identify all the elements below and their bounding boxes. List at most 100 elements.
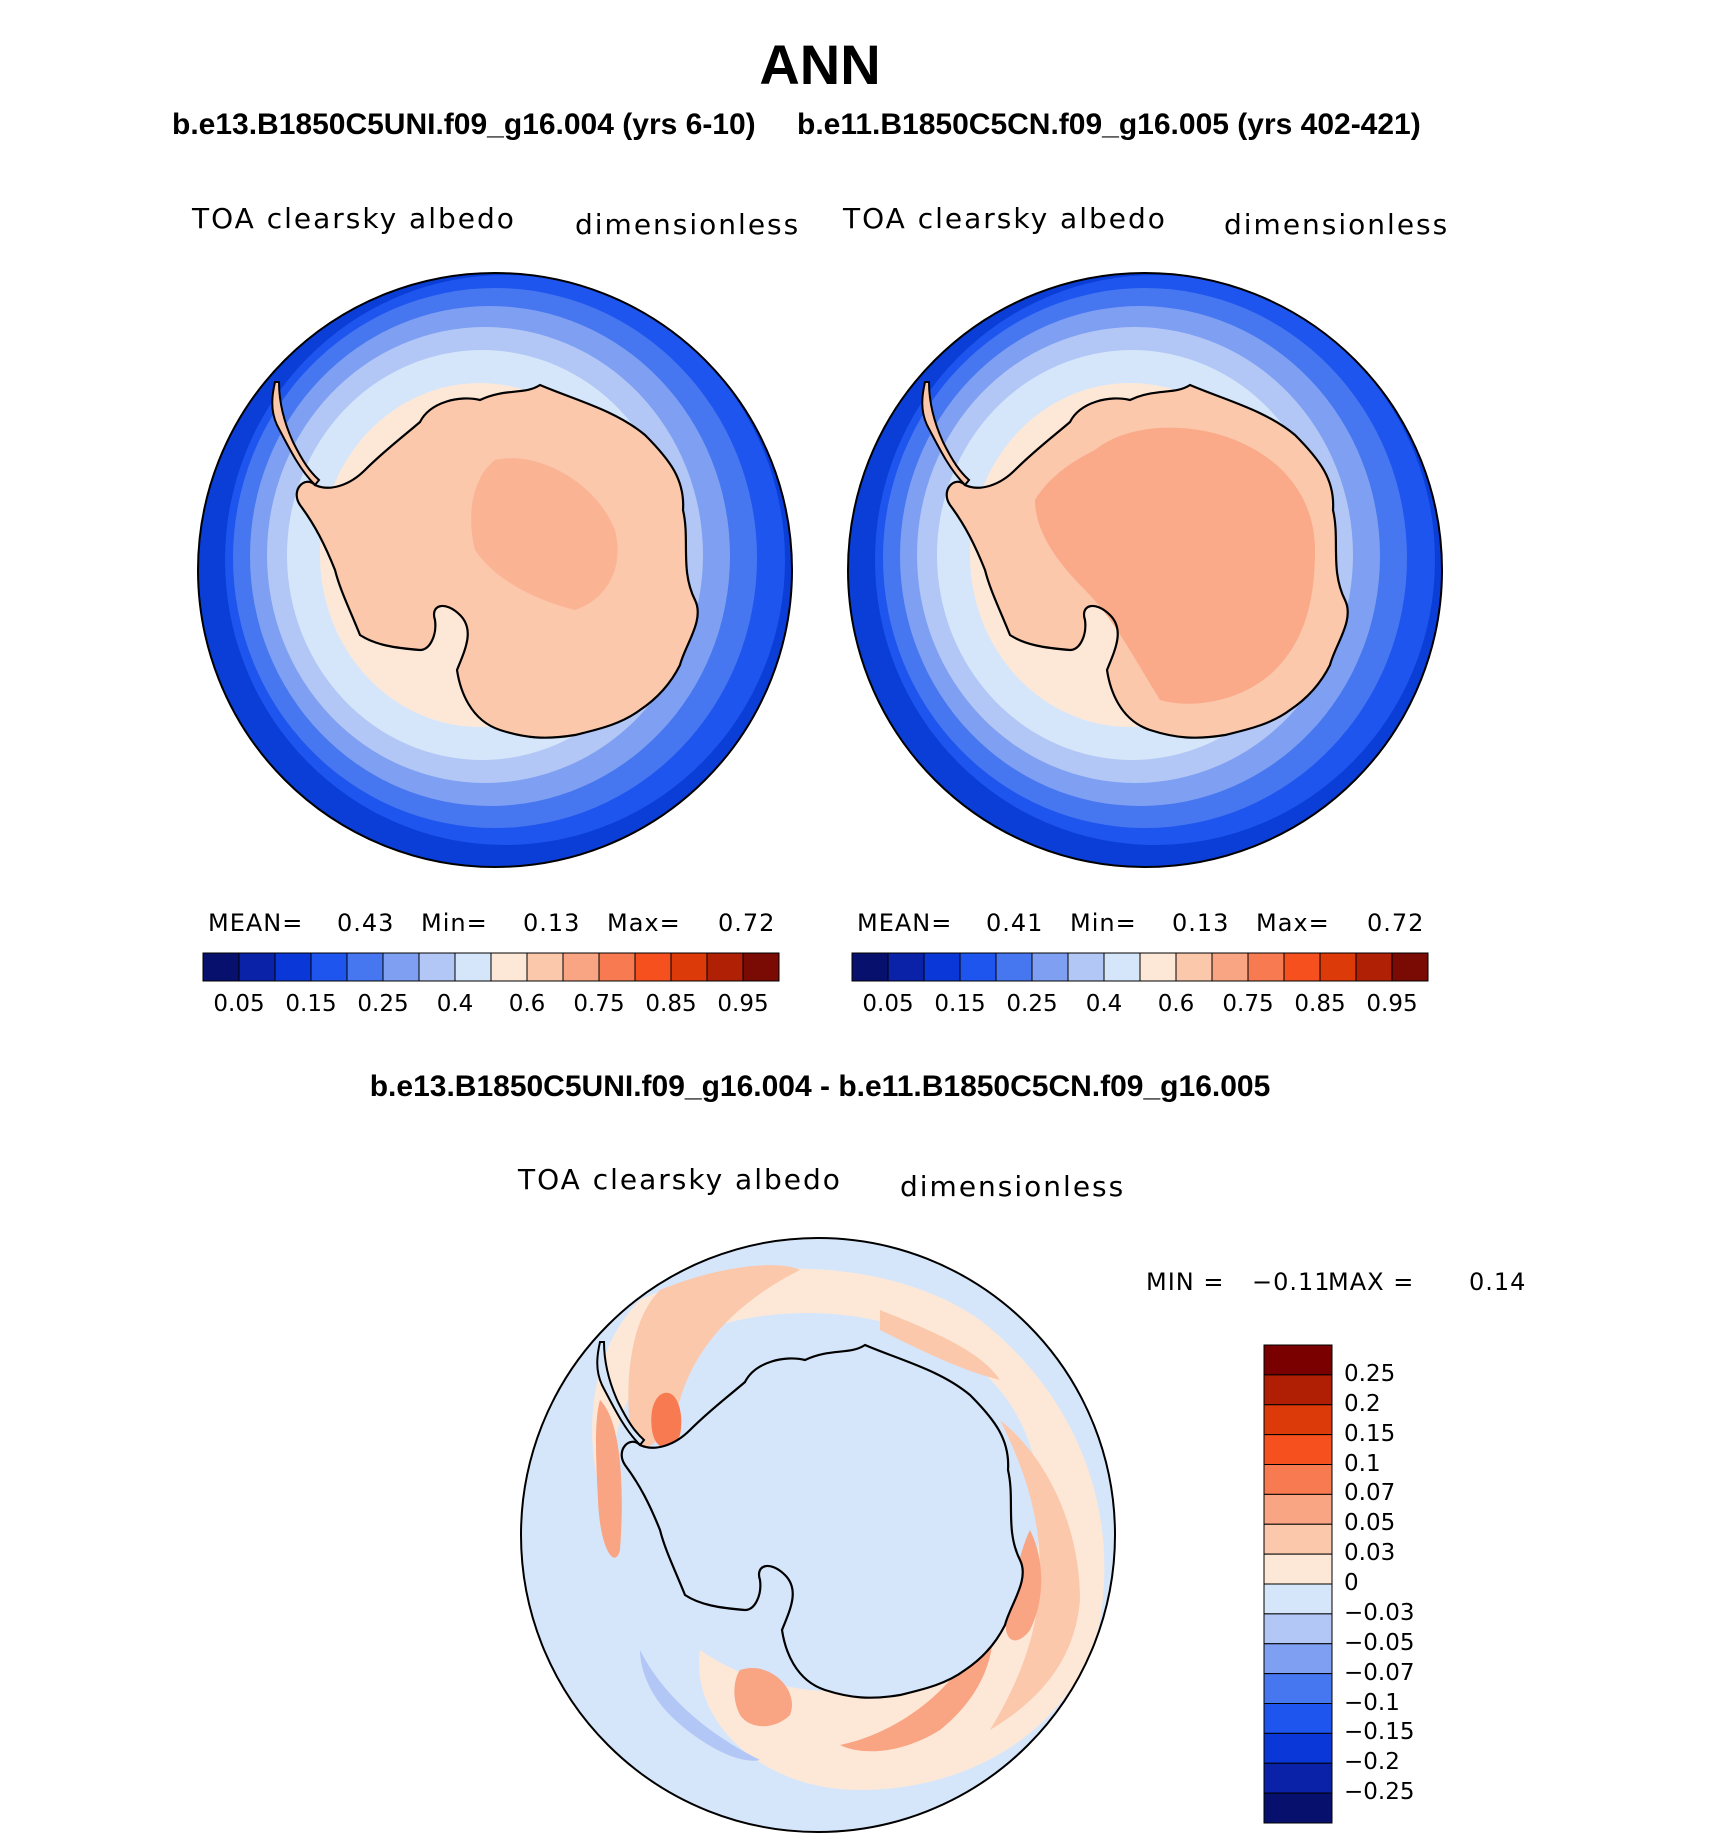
panel-2-variable: TOA clearsky albedo [843,202,1167,235]
panel-1-colorbar-tick-label: 0.4 [436,991,474,1017]
difference-max-value: 0.14 [1469,1268,1527,1296]
difference-variable: TOA clearsky albedo [518,1163,842,1196]
difference-colorbar-swatch [1263,1673,1333,1704]
difference-colorbar-swatch [1263,1434,1333,1465]
difference-colorbar-swatch [1263,1523,1333,1555]
panel-2-colorbar-swatch [1211,952,1249,982]
panel-1-mean-label: MEAN= [208,909,304,937]
panel-2-colorbar-tick-label: 0.4 [1085,991,1123,1017]
panel-2-colorbar-swatch [1247,952,1285,982]
panel-1-colorbar-swatch [454,952,492,982]
difference-colorbar-swatch [1263,1583,1333,1615]
panel-1-colorbar-swatch [274,952,312,982]
panel-2-min-value: 0.13 [1172,909,1230,937]
panel-1-map-border [197,272,793,868]
panel-2-colorbar-swatch [923,952,961,982]
panel-2-max-value: 0.72 [1367,909,1425,937]
panel-1-colorbar-swatch [634,952,672,982]
difference-colorbar-tick-label: −0.05 [1344,1629,1415,1656]
panel-2-map-border [847,272,1443,868]
panel-2-map-fill [848,273,1442,867]
panel-2-mean-value: 0.41 [986,909,1044,937]
panel-2-colorbar-tick-label: 0.05 [862,991,914,1017]
panel-2-colorbar-swatch [851,952,889,982]
panel-1-colorbar-tick-label: 0.75 [573,991,625,1017]
difference-colorbar-tick-label: −0.2 [1344,1749,1400,1776]
panel-2-colorbar-swatch [1355,952,1393,982]
panel-2-units: dimensionless [1224,208,1450,241]
difference-colorbar-tick-label: 0.15 [1344,1420,1396,1447]
panel-2-colorbar-swatch [1139,952,1177,982]
panel-1-min-value: 0.13 [523,909,581,937]
panel-1-max-label: Max= [607,909,681,937]
panel-2-colorbar-swatch [1319,952,1357,982]
panel-2-colorbar-tick-label: 0.25 [1006,991,1058,1017]
panel-2-colorbar-tick-label: 0.15 [934,991,986,1017]
difference-min-value: −0.11 [1252,1268,1331,1296]
panel-2-colorbar-tick-label: 0.75 [1222,991,1274,1017]
panel-1-colorbar-swatch [526,952,564,982]
difference-colorbar-swatch [1263,1553,1333,1585]
panel-1-colorbar-swatch [202,952,240,982]
difference-colorbar-swatch [1263,1613,1333,1645]
panel-1-mean-value: 0.43 [337,909,395,937]
panel-2-colorbar-swatch [1103,952,1141,982]
difference-map-border [520,1237,1116,1833]
panel-1-colorbar-swatch [490,952,528,982]
panel-1-colorbar-swatch [382,952,420,982]
panel-2-colorbar-swatch [887,952,925,982]
panel-1-colorbar-tick-label: 0.95 [717,991,769,1017]
difference-min-label: MIN = [1146,1268,1225,1296]
panel-1-colorbar-swatch [706,952,744,982]
difference-colorbar-tick-label: 0.07 [1344,1480,1396,1507]
panel-1-min-label: Min= [421,909,488,937]
panel-1-colorbar-swatch [238,952,276,982]
difference-colorbar [1263,1344,1333,1824]
difference-colorbar-swatch [1263,1762,1333,1794]
panel-2-colorbar-swatch [995,952,1033,982]
panel-2-min-label: Min= [1070,909,1137,937]
panel-2-colorbar-swatch [1175,952,1213,982]
panel-1-map [197,272,793,868]
panel-1-colorbar-tick-label: 0.6 [508,991,546,1017]
panel-1-colorbar-swatch [346,952,384,982]
difference-colorbar-tick-label: 0.25 [1344,1360,1396,1387]
panel-1-colorbar-swatch [310,952,348,982]
difference-colorbar-swatch [1263,1404,1333,1436]
panel-1-colorbar-swatch [742,952,780,982]
panel-2-colorbar-tick-label: 0.95 [1366,991,1418,1017]
panel-2-colorbar [851,952,1429,982]
panel-1-colorbar-tick-label: 0.05 [213,991,265,1017]
panel-2-map [847,272,1443,868]
difference-title: b.e13.B1850C5UNI.f09_g16.004 - b.e11.B18… [369,1070,1271,1103]
panel-1-units: dimensionless [575,208,801,241]
panel-1-colorbar-tick-label: 0.25 [357,991,409,1017]
panel-1-colorbar-swatch [670,952,708,982]
difference-colorbar-tick-label: 0 [1344,1570,1359,1596]
difference-colorbar-swatch [1263,1344,1333,1376]
panel-2-colorbar-tick-label: 0.6 [1157,991,1195,1017]
difference-colorbar-swatch [1263,1493,1333,1525]
panel-1-colorbar-swatch [418,952,456,982]
panel-2-mean-label: MEAN= [857,909,953,937]
difference-colorbar-tick-label: −0.25 [1344,1779,1415,1806]
panel-1-colorbar-swatch [562,952,600,982]
panel-1-map-fill [198,273,792,867]
difference-map [520,1237,1116,1833]
panel-2-colorbar-swatch [959,952,997,982]
difference-colorbar-swatch [1263,1643,1333,1675]
panel-2-colorbar-swatch [1067,952,1105,982]
panel-1-case-title: b.e13.B1850C5UNI.f09_g16.004 (yrs 6-10) [172,108,756,141]
difference-colorbar-swatch [1263,1374,1333,1406]
difference-colorbar-swatch [1263,1703,1333,1734]
difference-colorbar-tick-label: −0.07 [1344,1659,1415,1686]
difference-colorbar-tick-label: −0.1 [1344,1689,1400,1716]
panel-2-colorbar-swatch [1283,952,1321,982]
difference-colorbar-tick-label: 0.05 [1344,1510,1396,1537]
difference-colorbar-swatch [1263,1732,1333,1764]
difference-max-label: MAX = [1328,1268,1415,1296]
panel-2-colorbar-tick-label: 0.85 [1294,991,1346,1017]
panel-1-colorbar-swatch [598,952,636,982]
panel-1-variable: TOA clearsky albedo [192,202,516,235]
